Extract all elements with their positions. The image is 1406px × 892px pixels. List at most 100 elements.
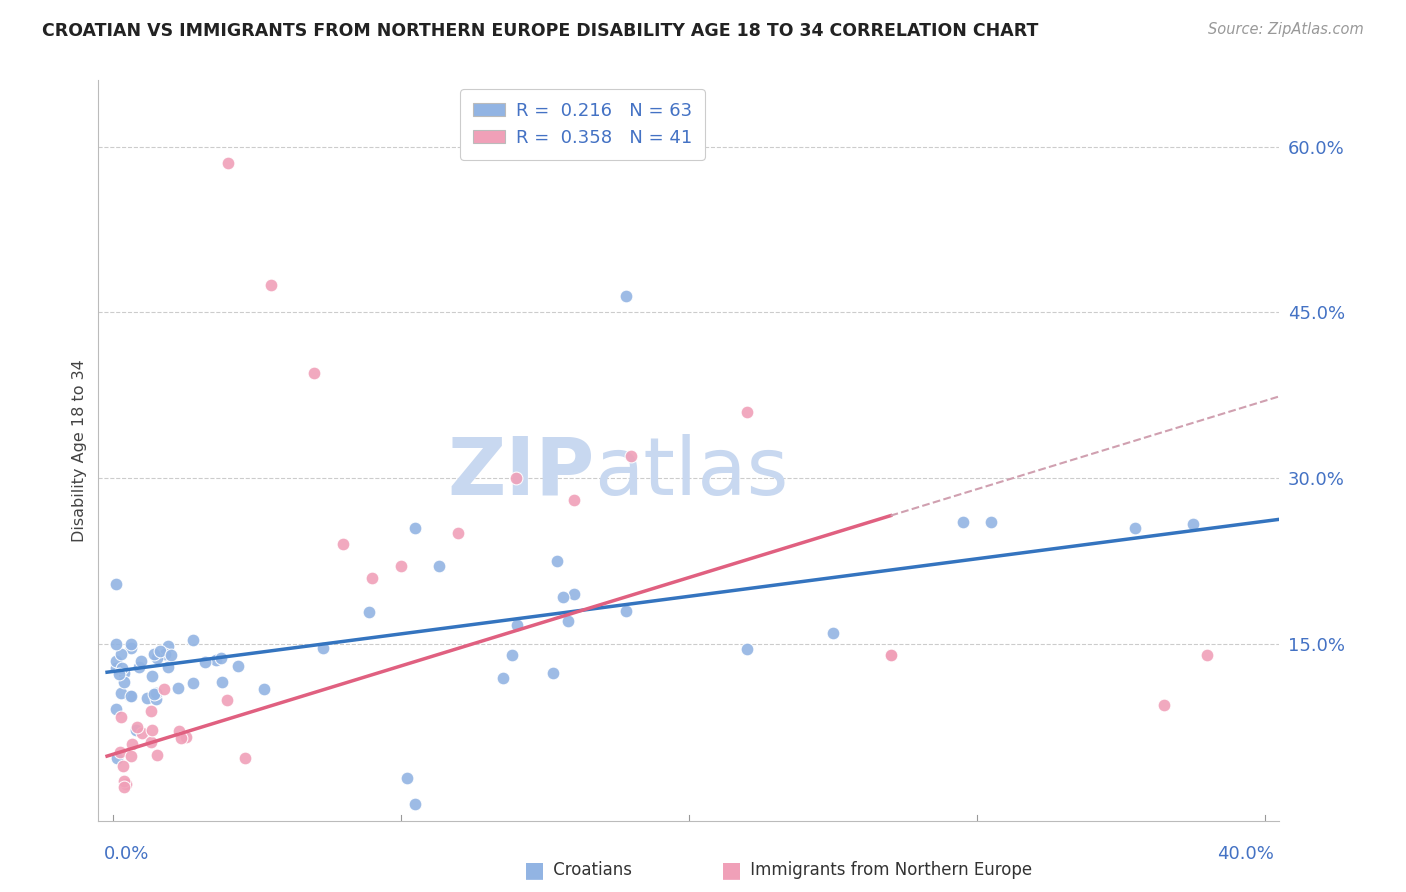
Point [146,651,169,665]
Point [110,647,132,661]
Point [131,726,153,740]
Point [112,773,135,788]
Point [104,702,127,716]
Point [120,637,142,651]
Point [427,558,450,573]
Point [120,640,142,655]
Point [952,516,974,530]
Point [125,719,148,733]
Point [205,653,228,667]
Point [170,731,193,745]
Point [110,686,132,700]
Text: ZIP: ZIP [447,434,595,512]
Text: Source: ZipAtlas.com: Source: ZipAtlas.com [1208,22,1364,37]
Point [145,691,167,706]
Point [194,655,217,669]
Point [217,693,239,707]
Point [562,587,585,601]
Point [142,687,165,701]
Point [174,730,197,744]
Point [160,648,183,662]
Point [501,648,523,663]
Point [128,660,150,674]
Point [1197,648,1219,662]
Point [562,493,585,508]
Point [253,682,276,697]
Text: CROATIAN VS IMMIGRANTS FROM NORTHERN EUROPE DISABILITY AGE 18 TO 34 CORRELATION : CROATIAN VS IMMIGRANTS FROM NORTHERN EUR… [42,22,1039,40]
Point [557,614,579,628]
Legend: R =  0.216   N = 63, R =  0.358   N = 41: R = 0.216 N = 63, R = 0.358 N = 41 [460,89,704,160]
Point [146,747,169,762]
Point [125,723,148,738]
Text: Immigrants from Northern Europe: Immigrants from Northern Europe [745,861,1032,879]
Point [359,605,381,619]
Text: 0.0%: 0.0% [104,845,149,863]
Point [112,780,135,794]
Point [129,655,152,669]
Point [879,648,901,662]
Point [139,704,162,718]
Point [260,277,283,292]
Point [312,641,335,656]
Text: ■: ■ [524,860,544,880]
Point [546,554,568,568]
Point [105,577,128,591]
Point [1153,698,1175,712]
Point [156,660,179,674]
Point [361,570,384,584]
Point [735,405,758,419]
Point [110,745,132,759]
Point [404,521,426,535]
Text: atlas: atlas [595,434,789,512]
Point [157,639,180,653]
Point [389,559,412,574]
Point [110,709,132,723]
Point [108,666,131,681]
Point [167,681,190,695]
Point [136,690,159,705]
Point [143,647,166,661]
Point [404,797,426,811]
Point [141,723,163,737]
Point [105,751,128,765]
Point [120,690,142,704]
Point [104,637,127,651]
Point [332,537,354,551]
Point [614,289,637,303]
Point [1125,521,1147,535]
Point [181,632,204,647]
Point [980,516,1002,530]
Text: ■: ■ [721,860,741,880]
Point [139,734,162,748]
Point [105,661,128,675]
Point [209,651,232,665]
Point [879,648,901,662]
Point [120,748,142,763]
Point [447,526,470,541]
Point [226,658,249,673]
Point [505,471,527,485]
Text: 40.0%: 40.0% [1216,845,1274,863]
Y-axis label: Disability Age 18 to 34: Disability Age 18 to 34 [72,359,87,541]
Text: Croatians: Croatians [548,861,633,879]
Point [155,648,177,662]
Point [492,671,515,685]
Point [120,690,142,704]
Point [145,686,167,700]
Point [115,777,138,791]
Point [551,590,574,604]
Point [149,644,172,658]
Point [735,642,758,657]
Point [121,737,143,751]
Point [620,449,643,463]
Point [183,675,205,690]
Point [211,675,233,690]
Point [396,771,419,785]
Point [304,366,326,380]
Point [104,654,127,668]
Point [112,759,135,773]
Point [233,751,256,765]
Point [541,666,564,681]
Point [141,669,163,683]
Point [153,681,176,696]
